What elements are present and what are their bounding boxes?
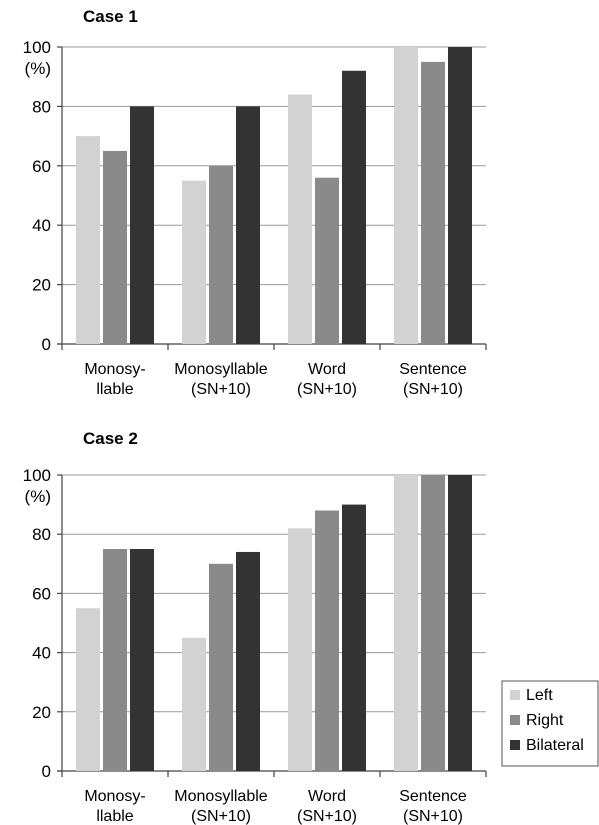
y-tick-label: 0: [42, 762, 51, 781]
bar-bilateral-1: [130, 549, 154, 771]
x-category-label: llable: [96, 808, 133, 825]
x-category-label: Sentence: [399, 788, 467, 805]
bar-bilateral-1: [130, 106, 154, 345]
bar-bilateral-2: [236, 551, 260, 771]
chart-case-2: Case 2 0 20 40 60 80 100 (%) Monosy-llable Monosy…: [23, 429, 487, 825]
x-category-label: Sentence: [399, 361, 467, 378]
bar-right-4: [421, 61, 445, 344]
x-category-label: Word: [308, 788, 346, 805]
y-tick-label: 100: [23, 466, 51, 485]
x-category-label: (SN+10): [191, 808, 251, 825]
chart-title: Case 1: [83, 7, 138, 26]
y-tick-label: 40: [32, 644, 51, 663]
y-tick-label: 80: [32, 525, 51, 544]
x-category-label: Monosy-: [84, 361, 145, 378]
legend-swatch-left: [510, 690, 520, 700]
bar-right-4: [421, 475, 445, 771]
legend-swatch-bilateral: [510, 740, 520, 750]
chart-case-1: Case 1 0 20 40 60 80 100 (%) Monosy-llable Monosy…: [23, 7, 487, 398]
x-category-label: (SN+10): [403, 381, 463, 398]
x-category-label: (SN+10): [297, 381, 357, 398]
bar-bilateral-3: [342, 70, 366, 344]
bar-left-2: [182, 180, 206, 344]
bar-right-2: [209, 165, 233, 344]
bar-right-1: [103, 549, 127, 771]
bar-left-1: [76, 136, 100, 344]
bar-left-2: [182, 637, 206, 771]
bar-bilateral-2: [236, 106, 260, 345]
x-category-label: (SN+10): [403, 808, 463, 825]
y-tick-label: 20: [32, 276, 51, 295]
legend-label-left: Left: [526, 687, 553, 704]
legend-label-right: Right: [526, 712, 564, 729]
bar-left-4: [394, 47, 418, 344]
y-tick-label: 20: [32, 703, 51, 722]
x-category-label: Word: [308, 361, 346, 378]
x-category-label: llable: [96, 381, 133, 398]
bar-bilateral-3: [342, 504, 366, 771]
legend: Left Right Bilateral: [501, 680, 599, 767]
x-category-label: Monosyllable: [174, 361, 267, 378]
x-category-label: Monosyllable: [174, 788, 267, 805]
y-axis-label: (%): [25, 487, 51, 506]
bar-bilateral-4: [448, 475, 472, 771]
bar-left-1: [76, 608, 100, 771]
bar-right-1: [103, 150, 127, 344]
bar-left-3: [288, 94, 312, 345]
y-tick-label: 80: [32, 97, 51, 116]
y-tick-label: 40: [32, 216, 51, 235]
legend-swatch-right: [510, 715, 520, 725]
legend-label-bilateral: Bilateral: [526, 737, 584, 754]
x-category-label: (SN+10): [191, 381, 251, 398]
y-tick-label: 100: [23, 38, 51, 57]
bar-right-2: [209, 563, 233, 771]
x-category-label: Monosy-: [84, 788, 145, 805]
bar-left-4: [394, 475, 418, 771]
bar-bilateral-4: [448, 47, 472, 344]
chart-title: Case 2: [83, 429, 138, 448]
y-tick-label: 0: [42, 335, 51, 354]
y-tick-label: 60: [32, 584, 51, 603]
bar-right-3: [315, 177, 339, 344]
bar-left-3: [288, 528, 312, 771]
y-axis-label: (%): [25, 59, 51, 78]
bar-right-3: [315, 510, 339, 771]
y-tick-label: 60: [32, 157, 51, 176]
x-category-label: (SN+10): [297, 808, 357, 825]
